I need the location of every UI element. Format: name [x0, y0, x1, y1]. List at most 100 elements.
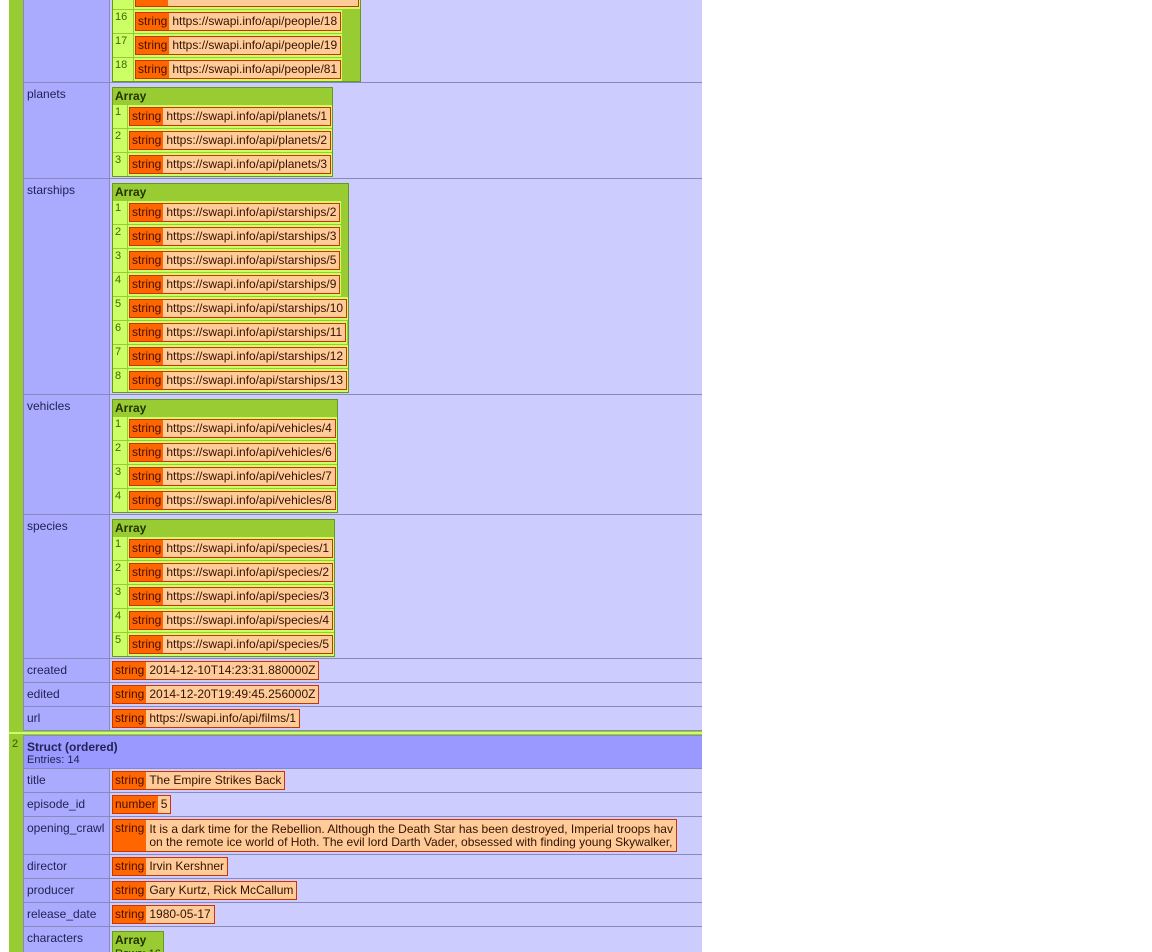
array-row: 2 string https://swapi.info/api/starships/…: [113, 224, 349, 248]
array-cell: string https://swapi.info/api/vehicles/8: [127, 489, 337, 512]
array-cell: string https://swapi.info/api/vehicles/7: [127, 465, 337, 488]
array-index: 3: [113, 249, 127, 272]
type-label: string: [113, 820, 147, 851]
array-row: [113, 0, 360, 9]
array-index: 18: [113, 58, 133, 81]
value-text: It is a dark time for the Rebellion. Alt…: [146, 820, 676, 851]
array-cell: string https://swapi.info/api/people/19: [133, 34, 343, 57]
type-label: string: [130, 300, 164, 317]
array-row: 7 string https://swapi.info/api/starships/…: [113, 344, 349, 368]
type-label: string: [136, 37, 170, 54]
array-row: 3 string https://swapi.info/api/starships/…: [113, 248, 349, 272]
array-cell: string https://swapi.info/api/people/81: [133, 58, 343, 81]
array-index: 1: [113, 201, 127, 224]
array-index: 17: [113, 34, 133, 57]
struct-key: species: [24, 515, 109, 658]
array-row: 2 string https://swapi.info/api/planets/2: [113, 128, 333, 152]
type-label: string: [130, 564, 164, 581]
array-index: 4: [113, 609, 127, 632]
struct-key: vehicles: [24, 395, 109, 514]
value-box: string https://swapi.info/api/people/81: [135, 60, 342, 79]
type-label: string: [130, 492, 164, 509]
type-label: string: [130, 324, 164, 341]
type-label: string: [113, 906, 147, 923]
value-text: https://swapi.info/api/people/19: [169, 37, 341, 54]
array-cell: string https://swapi.info/api/vehicles/4: [127, 417, 337, 440]
value-box: string https://swapi.info/api/starships/9: [129, 275, 341, 294]
value-text: Gary Kurtz, Rick McCallum: [146, 882, 297, 899]
struct-key: starships: [24, 179, 109, 394]
value-text: [168, 0, 358, 6]
type-label: string: [136, 13, 170, 30]
value-box: string Gary Kurtz, Rick McCallum: [112, 881, 298, 900]
type-label: string: [130, 612, 164, 629]
array-cell: string https://swapi.info/api/vehicles/6: [127, 441, 337, 464]
array-row: 1 string https://swapi.info/api/planets/1: [113, 104, 333, 128]
struct-value: [110, 903, 702, 926]
array-index: 2: [113, 561, 127, 584]
struct-value: [110, 927, 702, 952]
value-box: string https://swapi.info/api/people/19: [135, 36, 342, 55]
value-text: https://swapi.info/api/vehicles/6: [163, 444, 335, 461]
array-row: 4 string https://swapi.info/api/vehicles/8: [113, 488, 337, 512]
value-box: string https://swapi.info/api/vehicles/4: [129, 419, 336, 438]
dump-viewport: 2 16 string https://swapi.info/api/people/…: [9, 0, 702, 952]
array-cell: string https://swapi.info/api/planets/3: [127, 153, 333, 176]
array-index: 5: [113, 633, 127, 656]
value-line: It is a dark time for the Rebellion. Alt…: [149, 822, 673, 836]
outer-index: 2: [12, 738, 19, 750]
value-box: string 1980-05-17: [112, 905, 215, 924]
type-label: string: [113, 710, 147, 727]
array-index: 3: [113, 153, 127, 176]
array-cell: string https://swapi.info/api/starships/1…: [127, 321, 348, 344]
value-box: string https://swapi.info/api/planets/1: [129, 107, 332, 126]
array-index: [113, 0, 133, 9]
array-cell: string https://swapi.info/api/starships/1…: [127, 369, 349, 392]
struct-key: release_date: [24, 903, 109, 926]
outer-array-index-column: [9, 0, 24, 952]
value-box: number 5: [112, 795, 172, 814]
value-box: string https://swapi.info/api/species/4: [129, 611, 334, 630]
array-index: 16: [113, 10, 133, 33]
value-box: string It is a dark time for the Rebellio…: [112, 819, 677, 852]
value-text: https://swapi.info/api/vehicles/8: [163, 492, 335, 509]
array-cell: string https://swapi.info/api/species/2: [127, 561, 335, 584]
array-index: 1: [113, 537, 127, 560]
value-box: string https://swapi.info/api/people/18: [135, 12, 342, 31]
type-label: string: [130, 108, 164, 125]
array-cell: string https://swapi.info/api/species/5: [127, 633, 335, 656]
array-index: 1: [113, 417, 127, 440]
value-line: on the remote ice world of Hoth. The evi…: [149, 835, 673, 849]
array-row: 1 string https://swapi.info/api/vehicles/4: [113, 416, 337, 440]
array-row: 4 string https://swapi.info/api/species/4: [113, 608, 335, 632]
array-row: 8 string https://swapi.info/api/starships/…: [113, 368, 349, 392]
array-cell: [133, 0, 360, 9]
struct-entries: Entries: 14: [27, 754, 80, 766]
value-text: 2014-12-10T14:23:31.880000Z: [146, 662, 319, 679]
value-text: https://swapi.info/api/species/1: [163, 540, 333, 557]
array-row: 5 string https://swapi.info/api/species/5: [113, 632, 335, 656]
array-index: 7: [113, 345, 127, 368]
array-row: 2 string https://swapi.info/api/vehicles/6: [113, 440, 337, 464]
array-cell: string https://swapi.info/api/starships/1…: [127, 297, 349, 320]
value-box: string https://swapi.info/api/planets/3: [129, 155, 332, 174]
type-label: string: [130, 372, 164, 389]
array: Array 1 string https://swapi.info/api/speci…: [112, 519, 336, 657]
value-box: string Irvin Kershner: [112, 857, 229, 876]
type-label: string: [113, 772, 147, 789]
value-box: string https://swapi.info/api/starships/1…: [129, 347, 348, 366]
array-index: 4: [113, 273, 127, 296]
value-box: string https://swapi.info/api/species/3: [129, 587, 334, 606]
struct-value: [110, 793, 702, 816]
struct-value: [110, 855, 702, 878]
array-cell: string https://swapi.info/api/starships/1…: [127, 345, 349, 368]
struct-key: characters: [24, 927, 109, 952]
type-label: string: [130, 252, 164, 269]
type-label: string: [130, 132, 164, 149]
array: 16 string https://swapi.info/api/people/18…: [112, 0, 361, 82]
array-cell: string https://swapi.info/api/starships/3: [127, 225, 342, 248]
array-row: 4 string https://swapi.info/api/starships/…: [113, 272, 349, 296]
struct-key: url: [24, 707, 109, 730]
struct-key: planets: [24, 83, 109, 178]
struct-key: [24, 0, 109, 82]
